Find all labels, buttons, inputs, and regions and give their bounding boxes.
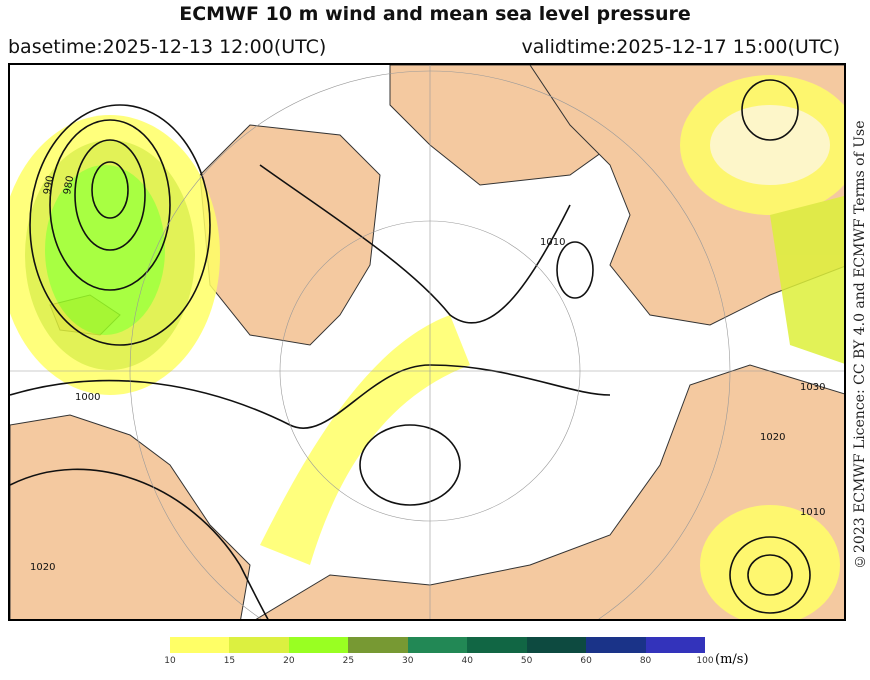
map[interactable]: 990 980 1000 1010 1030 1020 1010 1020 bbox=[8, 63, 846, 621]
isobar-label: 980 bbox=[62, 175, 76, 196]
colorbar-tick: 50 bbox=[520, 656, 533, 666]
colorbar-tick: 10 bbox=[164, 656, 176, 666]
isobar-label: 1010 bbox=[800, 507, 825, 518]
colorbar-segment bbox=[586, 637, 646, 653]
colorbar-segment bbox=[348, 637, 408, 653]
colorbar-tick: 25 bbox=[342, 656, 355, 666]
validtime: validtime:2025-12-17 15:00(UTC) bbox=[521, 36, 840, 58]
isobar-label: 1030 bbox=[800, 382, 825, 393]
siberia bbox=[255, 364, 844, 619]
wind-speed-shading bbox=[10, 75, 844, 619]
greenland bbox=[199, 124, 381, 346]
chart-title: ECMWF 10 m wind and mean sea level press… bbox=[179, 3, 691, 25]
colorbar-segment bbox=[645, 637, 705, 653]
colorbar-tick: 100 bbox=[696, 656, 714, 666]
colorbar-segment bbox=[526, 637, 587, 653]
isobars bbox=[10, 79, 811, 619]
isobar-label: 1020 bbox=[760, 432, 785, 443]
scandinavia bbox=[10, 414, 251, 619]
graticule bbox=[10, 65, 844, 619]
colorbar-unit: (m/s) bbox=[715, 652, 749, 667]
isobar-label: 1010 bbox=[540, 237, 565, 248]
colorbar-segment bbox=[407, 637, 468, 653]
colorbar bbox=[170, 637, 705, 653]
colorbar-segment bbox=[170, 637, 230, 653]
colorbar-segment bbox=[229, 637, 289, 653]
colorbar-tick: 30 bbox=[402, 656, 414, 666]
colorbar-ticks: 10 15 20 25 30 40 50 60 80 100 bbox=[164, 656, 713, 670]
colorbar-segment bbox=[288, 637, 349, 653]
colorbar-segment bbox=[467, 637, 527, 653]
licence-text: ©2023 ECMWF Licence: CC BY 4.0 and ECMWF… bbox=[852, 120, 868, 570]
colorbar-tick: 80 bbox=[639, 656, 652, 666]
colorbar-tick: 15 bbox=[223, 656, 236, 666]
basetime: basetime:2025-12-13 12:00(UTC) bbox=[8, 36, 327, 58]
isobar-label: 1000 bbox=[75, 392, 100, 403]
isobar-label: 1020 bbox=[30, 562, 55, 573]
isobar-label: 990 bbox=[42, 175, 56, 196]
colorbar-tick: 20 bbox=[283, 656, 295, 666]
colorbar-tick: 60 bbox=[580, 656, 592, 666]
isobar-labels: 990 980 1000 1010 1030 1020 1010 1020 bbox=[30, 175, 825, 573]
colorbar-tick: 40 bbox=[461, 656, 473, 666]
